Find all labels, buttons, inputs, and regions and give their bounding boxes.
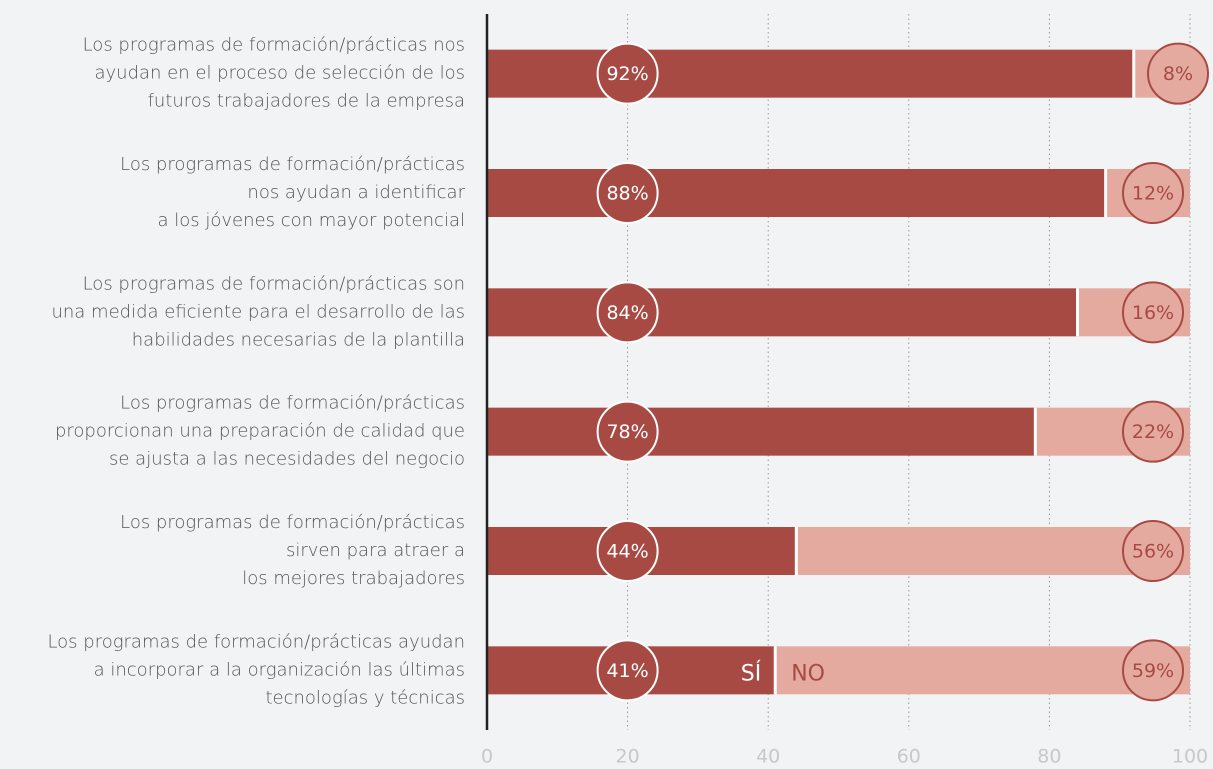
label-circle <box>596 520 659 582</box>
x-tick-label: 100 <box>1172 746 1208 768</box>
category-label: Los programas de formación/prácticas son… <box>51 273 465 350</box>
label-circle <box>596 639 659 702</box>
category-line: Los programas de formación/prácticas ayu… <box>47 631 465 652</box>
category-line: Los programas de formación/prácticas <box>120 512 465 533</box>
category-line: sirven para atraer a <box>286 540 465 561</box>
value-label: 92% <box>606 63 648 85</box>
label-circle <box>1122 162 1184 224</box>
x-tick-label: 20 <box>616 746 640 768</box>
category-label: Los programas de formación/prácticas sirv… <box>120 512 465 589</box>
legend-label: NO <box>791 661 825 686</box>
label-circle <box>596 42 659 105</box>
x-tick-label: 0 <box>481 746 493 768</box>
label-circle <box>596 400 659 463</box>
x-tick-label: 60 <box>897 746 921 768</box>
category-line: Los programas de formación/prácticas <box>120 154 465 175</box>
category-line: ayudan en el proceso de selección de los <box>94 63 465 84</box>
value-label: 88% <box>606 183 648 205</box>
category-line: habilidades necesarias de la plantilla <box>132 329 465 350</box>
value-label: 12% <box>1132 183 1174 205</box>
value-label: 22% <box>1132 421 1174 443</box>
bar <box>487 288 1078 337</box>
category-line: futuros trabajadores de la empresa <box>148 91 465 112</box>
bar <box>487 49 1134 98</box>
value-label: 56% <box>1132 541 1174 563</box>
value-label: 78% <box>606 421 648 443</box>
label-circle <box>1122 639 1184 702</box>
value-label: 59% <box>1132 660 1174 682</box>
label-circle <box>1122 400 1184 463</box>
category-line: proporcionan una preparación de calidad … <box>55 421 465 442</box>
category-line: a incorporar a la organización las últim… <box>94 659 465 680</box>
value-label: 84% <box>606 302 648 324</box>
category-line: Los programas de formación/prácticas son <box>83 273 465 294</box>
category-label: Los programas de formación/prácticas nos … <box>120 154 465 231</box>
category-line: tecnologías y técnicas <box>265 687 465 708</box>
label-circle <box>1122 520 1184 582</box>
category-label: Los programas de formación/prácticas ayu… <box>47 631 465 708</box>
value-label: 16% <box>1132 302 1174 324</box>
label-circle <box>596 281 659 344</box>
x-tick-label: 80 <box>1037 746 1061 768</box>
category-line: se ajusta a las necesidades del negocio <box>109 449 465 470</box>
bar <box>775 646 1190 695</box>
category-label: Los programas de formación/prácticas nos… <box>83 35 465 112</box>
value-label: 44% <box>606 541 648 563</box>
bar <box>487 407 1036 456</box>
category-line: una medida eficiente para el desarrollo … <box>51 301 465 322</box>
category-line: Los programas de formación/prácticas nos <box>83 35 465 56</box>
value-label: 8% <box>1163 63 1193 85</box>
x-tick-label: 40 <box>756 746 780 768</box>
category-line: nos ayudan a identificar <box>247 182 465 203</box>
label-circle <box>1122 281 1184 344</box>
category-line: los mejores trabajadores <box>242 568 465 589</box>
label-circle <box>596 162 659 224</box>
category-label: Los programas de formación/prácticas prop… <box>55 393 465 470</box>
category-line: Los programas de formación/prácticas <box>120 393 465 414</box>
legend-label: SÍ <box>741 660 761 686</box>
value-label: 41% <box>606 660 648 682</box>
category-line: a los jóvenes con mayor potencial <box>158 210 466 231</box>
bar <box>487 169 1106 217</box>
label-circle <box>1147 42 1209 105</box>
